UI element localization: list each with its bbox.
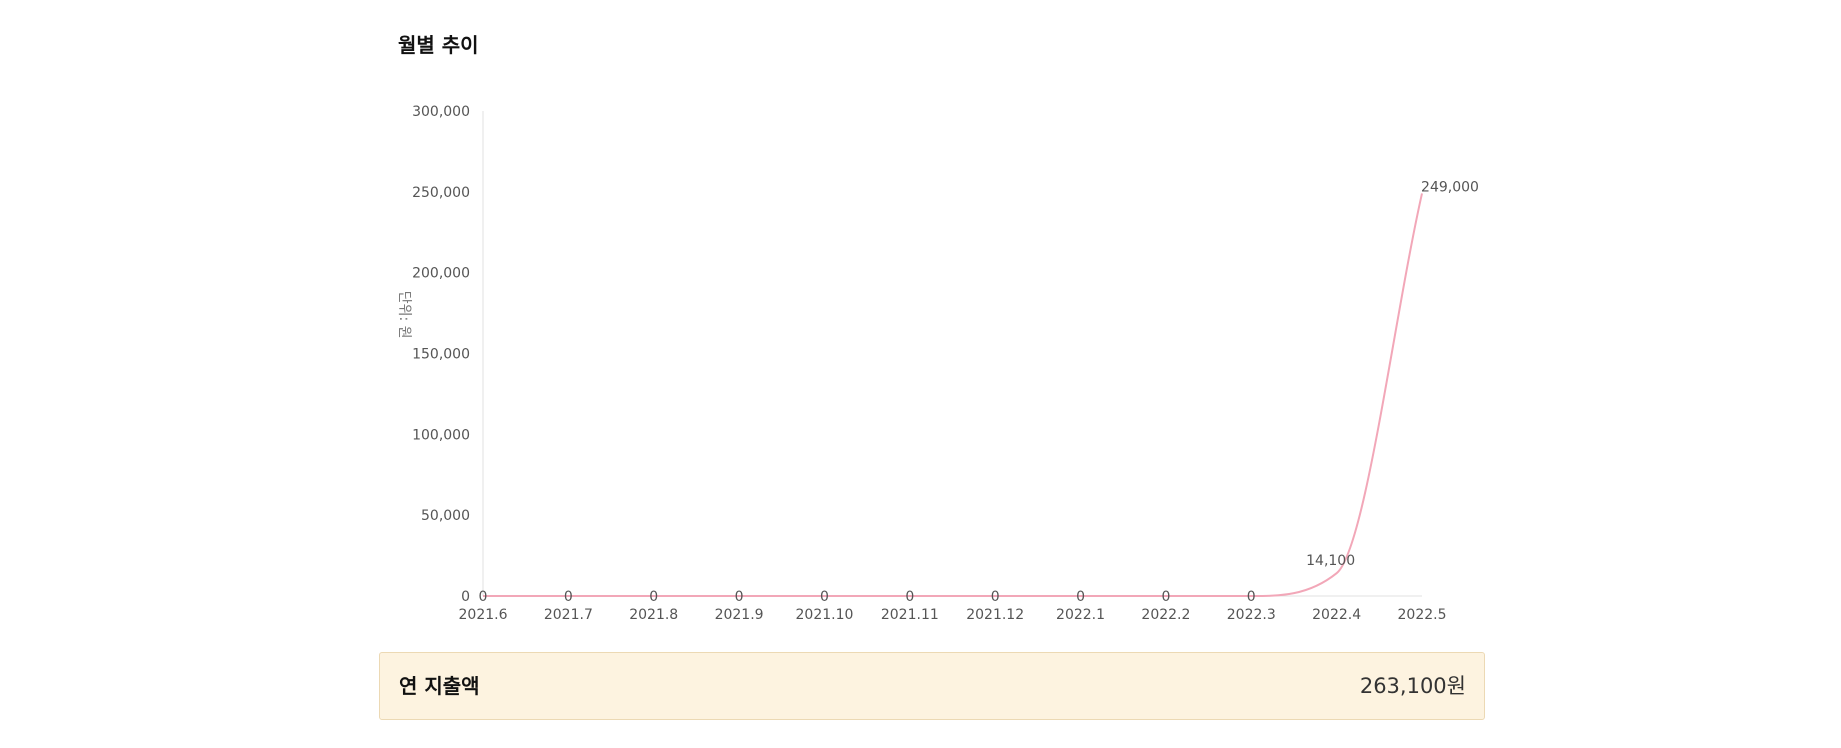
x-tick-label: 2022.4 xyxy=(1312,607,1361,623)
y-tick-label: 100,000 xyxy=(412,427,470,443)
data-label: 0 xyxy=(991,589,1000,605)
annual-spending-summary: 연 지출액 263,100원 xyxy=(379,652,1485,720)
y-tick-label: 0 xyxy=(461,589,470,605)
series-line xyxy=(483,193,1423,598)
y-tick-label: 250,000 xyxy=(412,185,470,201)
section-title: 월별 추이 xyxy=(398,33,479,57)
annual-spending-label: 연 지출액 xyxy=(399,674,480,698)
x-tick-label: 2022.5 xyxy=(1398,607,1447,623)
x-tick-label: 2021.12 xyxy=(966,607,1024,623)
data-label: 0 xyxy=(735,589,744,605)
annual-spending-value: 263,100원 xyxy=(1359,674,1466,698)
x-tick-label: 2022.2 xyxy=(1141,607,1190,623)
data-label: 0 xyxy=(564,589,573,605)
chart-svg: 0 50,000 100,000 150,000 200,000 250,000 300,0… xyxy=(396,104,1479,623)
y-tick-label: 200,000 xyxy=(412,266,470,282)
x-tick-label: 2021.6 xyxy=(459,607,508,623)
x-tick-label: 2021.10 xyxy=(796,607,854,623)
x-tick-label: 2022.1 xyxy=(1056,607,1105,623)
x-tick-label: 2021.11 xyxy=(881,607,939,623)
y-tick-label: 50,000 xyxy=(421,508,470,524)
data-label: 0 xyxy=(1076,589,1085,605)
data-label: 0 xyxy=(1161,589,1170,605)
data-label: 0 xyxy=(820,589,829,605)
x-tick-label: 2022.3 xyxy=(1227,607,1276,623)
x-tick-label: 2021.9 xyxy=(715,607,764,623)
data-label: 0 xyxy=(905,589,914,605)
data-label: 0 xyxy=(479,589,488,605)
x-tick-label: 2021.8 xyxy=(629,607,678,623)
y-axis-label: 단위: 원 xyxy=(396,291,412,339)
data-label: 249,000 xyxy=(1421,179,1479,195)
data-label: 0 xyxy=(649,589,658,605)
data-label: 14,100 xyxy=(1306,553,1355,569)
data-label: 0 xyxy=(1247,589,1256,605)
x-tick-label: 2021.7 xyxy=(544,607,593,623)
monthly-trend-chart: 0 50,000 100,000 150,000 200,000 250,000 300,0… xyxy=(370,90,1480,640)
y-tick-label: 300,000 xyxy=(412,104,470,120)
y-tick-label: 150,000 xyxy=(412,347,470,363)
